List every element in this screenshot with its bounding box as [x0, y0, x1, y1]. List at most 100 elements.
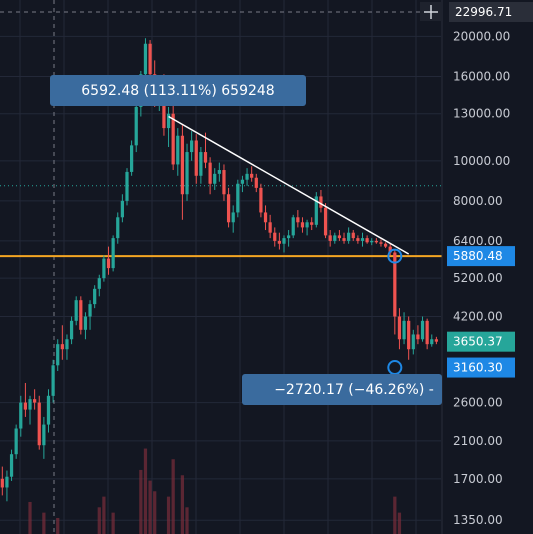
candle-body-75	[347, 232, 351, 241]
volume-bar-1	[42, 512, 46, 534]
candle-body-51	[236, 183, 240, 213]
volume-bar-0	[28, 501, 32, 534]
candle-body-92	[425, 320, 429, 345]
candle-body-62	[286, 235, 291, 239]
candle-body-19	[88, 304, 92, 317]
candle-body-40	[185, 152, 189, 195]
crosshair-price-label: 22996.71	[455, 5, 512, 19]
candle-body-28	[129, 145, 134, 172]
trendline	[168, 115, 410, 255]
volume-bar-13	[185, 507, 189, 534]
crosshair-price-readout: 22996.71	[449, 2, 533, 22]
price-tag-label-2: 3160.30	[453, 361, 503, 375]
price-axis-tick-1: 16000.00	[453, 69, 510, 83]
candle-body-53	[245, 173, 249, 180]
candle-body-15	[69, 320, 74, 340]
measure-bottom-box[interactable]: −2720.17 (−46.26%) -	[242, 374, 442, 405]
candle-body-46	[213, 173, 217, 184]
measure-top-box[interactable]: 6592.48 (113.11%) 659248	[50, 75, 306, 106]
candle-body-54	[250, 173, 254, 178]
candle-body-9	[42, 424, 46, 446]
candle-body-5	[23, 402, 28, 410]
candle-body-87	[402, 320, 406, 340]
volume-bar-4	[102, 496, 106, 534]
candle-body-18	[83, 316, 88, 330]
candle-body-90	[416, 334, 420, 340]
price-axis-tick-5: 6400.00	[453, 234, 503, 248]
candle-body-76	[351, 232, 355, 239]
candle-body-73	[337, 235, 342, 239]
candle-body-11	[51, 365, 55, 396]
candle-body-13	[60, 344, 64, 350]
price-tag-box-0	[447, 246, 515, 267]
price-axis-tick-0: 20000.00	[453, 29, 510, 43]
candle-body-57	[263, 212, 268, 223]
candle-body-50	[231, 212, 235, 223]
candle-body-66	[305, 222, 309, 228]
candle-body-85	[393, 252, 397, 317]
price-axis-tick-2: 13000.00	[453, 107, 510, 121]
price-tag-box-2	[447, 357, 515, 378]
drawings[interactable]	[168, 115, 410, 376]
candle-body-60	[277, 240, 281, 244]
candle-body-1	[5, 476, 9, 488]
candle-body-27	[125, 171, 129, 201]
candle-body-2	[9, 454, 14, 477]
price-tag-box-1	[447, 331, 515, 352]
volume-bar-2	[56, 517, 60, 534]
crosshair-price-box	[449, 2, 533, 22]
candle-body-39	[180, 135, 185, 195]
candle-body-41	[190, 140, 194, 153]
candle-body-24	[111, 238, 115, 269]
volume-bar-6	[139, 469, 143, 534]
candle-body-20	[93, 288, 97, 305]
crosshair-plus-icon[interactable]	[420, 2, 442, 21]
candle-body-77	[356, 238, 360, 241]
volume-bars	[28, 448, 402, 534]
candle-body-0	[0, 478, 4, 488]
candle-body-68	[314, 196, 318, 225]
candle-body-44	[203, 152, 208, 163]
price-axis-tick-11: 1350.00	[453, 513, 503, 527]
volume-bar-12	[180, 475, 185, 534]
price-axis[interactable]: 20000.00 16000.00 13000.00 10000.00 8000.00 6…	[441, 0, 533, 534]
candle-body-63	[291, 217, 295, 236]
candle-body-69	[319, 196, 323, 208]
candle-body-4	[19, 402, 23, 429]
candle-body-7	[33, 399, 37, 403]
measure-bottom-label: −2720.17 (−46.26%) -	[274, 382, 434, 398]
price-axis-tick-6: 5200.00	[453, 271, 503, 285]
candle-body-48	[222, 170, 226, 195]
candle-body-12	[56, 344, 60, 366]
candle-body-14	[65, 339, 69, 350]
volume-bar-8	[148, 480, 152, 534]
candle-body-58	[268, 222, 272, 233]
candle-body-55	[254, 177, 258, 188]
candle-body-26	[120, 200, 124, 218]
measure-top-label: 6592.48 (113.11%) 659248	[81, 83, 274, 99]
volume-bar-7	[143, 448, 148, 534]
price-axis-tick-3: 10000.00	[453, 154, 510, 168]
candle-body-16	[74, 300, 78, 321]
price-axis-tick-8: 2600.00	[453, 396, 503, 410]
candle-body-45	[208, 162, 212, 184]
candle-body-47	[217, 170, 221, 174]
candle-body-79	[365, 238, 369, 243]
candle-body-91	[420, 320, 425, 340]
candle-body-88	[407, 320, 411, 350]
candle-body-38	[176, 135, 180, 165]
candle-body-22	[102, 258, 106, 279]
measure-bottom-background	[242, 374, 442, 405]
candle-body-8	[37, 402, 41, 446]
candle-body-36	[166, 113, 171, 129]
candle-body-89	[411, 334, 415, 350]
candle-body-80	[370, 240, 374, 243]
candle-body-31	[143, 43, 148, 75]
price-axis-tick-10: 1700.00	[453, 472, 503, 486]
measure-anchor-0	[387, 248, 403, 264]
candle-body-43	[199, 152, 203, 176]
volume-bar-5	[111, 512, 115, 534]
price-tag-label-1: 3650.37	[453, 335, 503, 349]
candle-body-23	[106, 258, 111, 269]
